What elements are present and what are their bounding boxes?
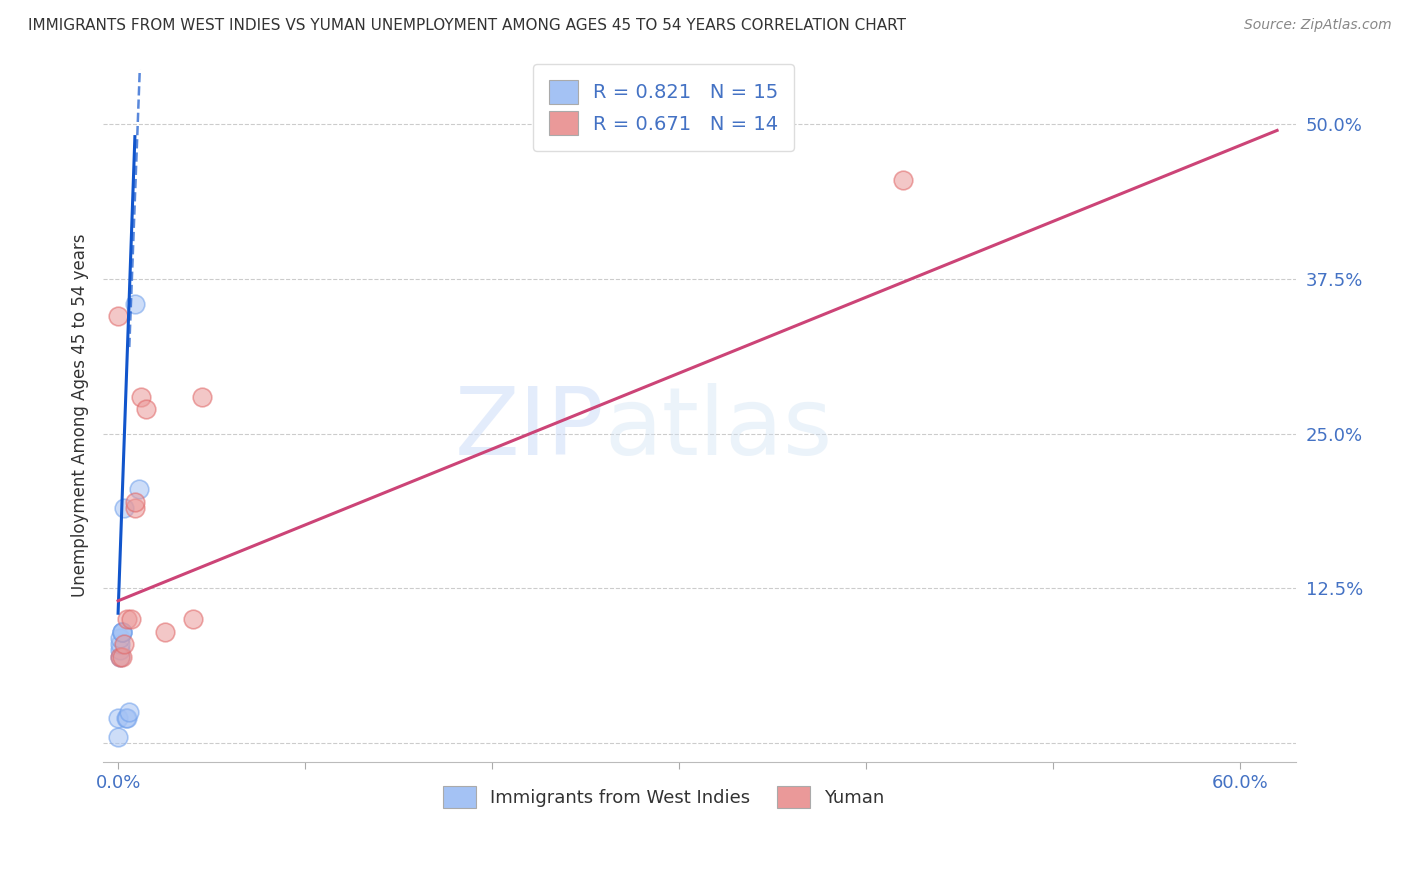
Text: IMMIGRANTS FROM WEST INDIES VS YUMAN UNEMPLOYMENT AMONG AGES 45 TO 54 YEARS CORR: IMMIGRANTS FROM WEST INDIES VS YUMAN UNE… <box>28 18 905 33</box>
Point <box>124 297 146 311</box>
Point <box>108 631 131 645</box>
Point <box>112 500 135 515</box>
Point <box>117 612 139 626</box>
Point <box>112 637 135 651</box>
Point <box>891 173 914 187</box>
Point <box>107 711 129 725</box>
Point <box>111 649 134 664</box>
Point <box>124 495 146 509</box>
Point <box>124 500 146 515</box>
Point <box>181 612 204 626</box>
Point <box>191 390 214 404</box>
Point <box>108 649 131 664</box>
Point <box>111 624 134 639</box>
Point <box>107 730 129 744</box>
Text: ZIP: ZIP <box>454 383 605 475</box>
Point <box>129 390 152 404</box>
Point <box>128 483 150 497</box>
Point <box>108 643 131 657</box>
Point <box>120 612 142 626</box>
Point <box>111 624 134 639</box>
Point <box>135 401 157 416</box>
Point <box>108 649 131 664</box>
Legend: Immigrants from West Indies, Yuman: Immigrants from West Indies, Yuman <box>436 779 891 815</box>
Point <box>108 637 131 651</box>
Text: Source: ZipAtlas.com: Source: ZipAtlas.com <box>1244 18 1392 32</box>
Point <box>107 309 129 323</box>
Point <box>153 624 176 639</box>
Point <box>117 711 139 725</box>
Y-axis label: Unemployment Among Ages 45 to 54 years: Unemployment Among Ages 45 to 54 years <box>72 234 89 597</box>
Text: atlas: atlas <box>605 383 832 475</box>
Point <box>111 624 134 639</box>
Point <box>114 711 136 725</box>
Point <box>118 705 141 719</box>
